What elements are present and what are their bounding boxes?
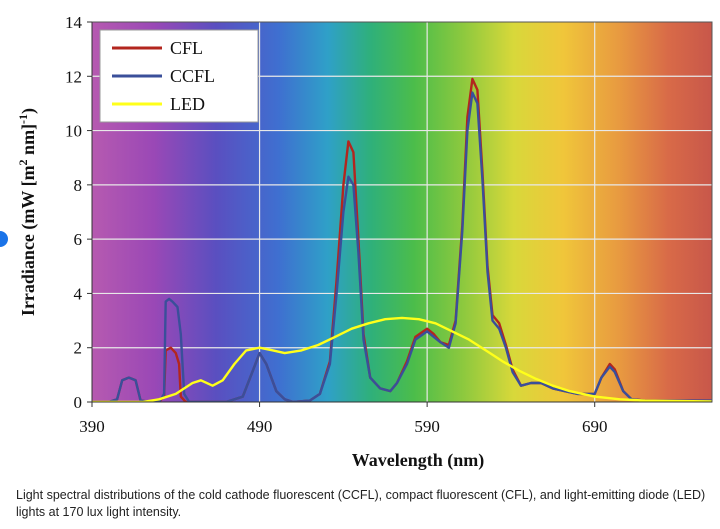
x-tick-label: 490 bbox=[247, 417, 273, 436]
y-tick-label: 8 bbox=[74, 176, 83, 195]
series-line-led bbox=[92, 316, 712, 402]
y-tick-label: 12 bbox=[65, 67, 82, 86]
y-tick-label: 10 bbox=[65, 122, 82, 141]
spectral-distribution-chart: 0 2 4 6 8 10 12 14 390 490 590 690 Wavelength (nm)… bbox=[16, 13, 713, 471]
y-tick-label: 14 bbox=[65, 13, 83, 32]
figure-caption: Light spectral distributions of the cold… bbox=[16, 488, 706, 519]
y-axis-title-part: ) bbox=[18, 108, 39, 114]
y-axis-title-part: nm] bbox=[18, 124, 38, 160]
x-tick-label: 690 bbox=[582, 417, 608, 436]
gridlines bbox=[92, 22, 712, 402]
series-line-ccfl bbox=[92, 91, 712, 402]
y-axis-title-part: Irradiance (mW [m bbox=[18, 165, 39, 316]
legend-label: LED bbox=[170, 94, 205, 114]
y-tick-label: 2 bbox=[74, 339, 83, 358]
x-tick-label: 390 bbox=[79, 417, 105, 436]
series-layer bbox=[92, 77, 712, 402]
y-axis-title-part: 2 bbox=[16, 159, 30, 165]
y-axis: 0 2 4 6 8 10 12 14 bbox=[65, 13, 93, 412]
y-tick-label: 0 bbox=[74, 393, 83, 412]
y-axis-title-part: -1 bbox=[16, 114, 30, 124]
x-axis-title: Wavelength (nm) bbox=[352, 450, 485, 471]
y-tick-label: 4 bbox=[74, 284, 83, 303]
y-axis-title: Irradiance (mW [m2 nm]-1) bbox=[16, 108, 39, 316]
x-tick-label: 590 bbox=[414, 417, 440, 436]
legend-label: CFL bbox=[170, 38, 203, 58]
y-tick-label: 6 bbox=[74, 230, 83, 249]
side-indicator-dot[interactable] bbox=[0, 231, 8, 247]
legend: CFL CCFL LED bbox=[99, 29, 259, 123]
x-axis: 390 490 590 690 bbox=[79, 401, 712, 436]
legend-label: CCFL bbox=[170, 66, 215, 86]
